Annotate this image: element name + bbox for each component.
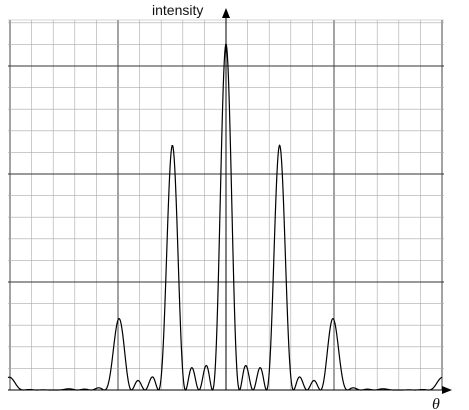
x-axis-arrow [442,386,452,394]
x-axis-label: θ [432,396,440,410]
intensity-curve [7,43,443,391]
y-axis-label: intensity [152,2,203,18]
y-axis-arrow [222,8,230,18]
